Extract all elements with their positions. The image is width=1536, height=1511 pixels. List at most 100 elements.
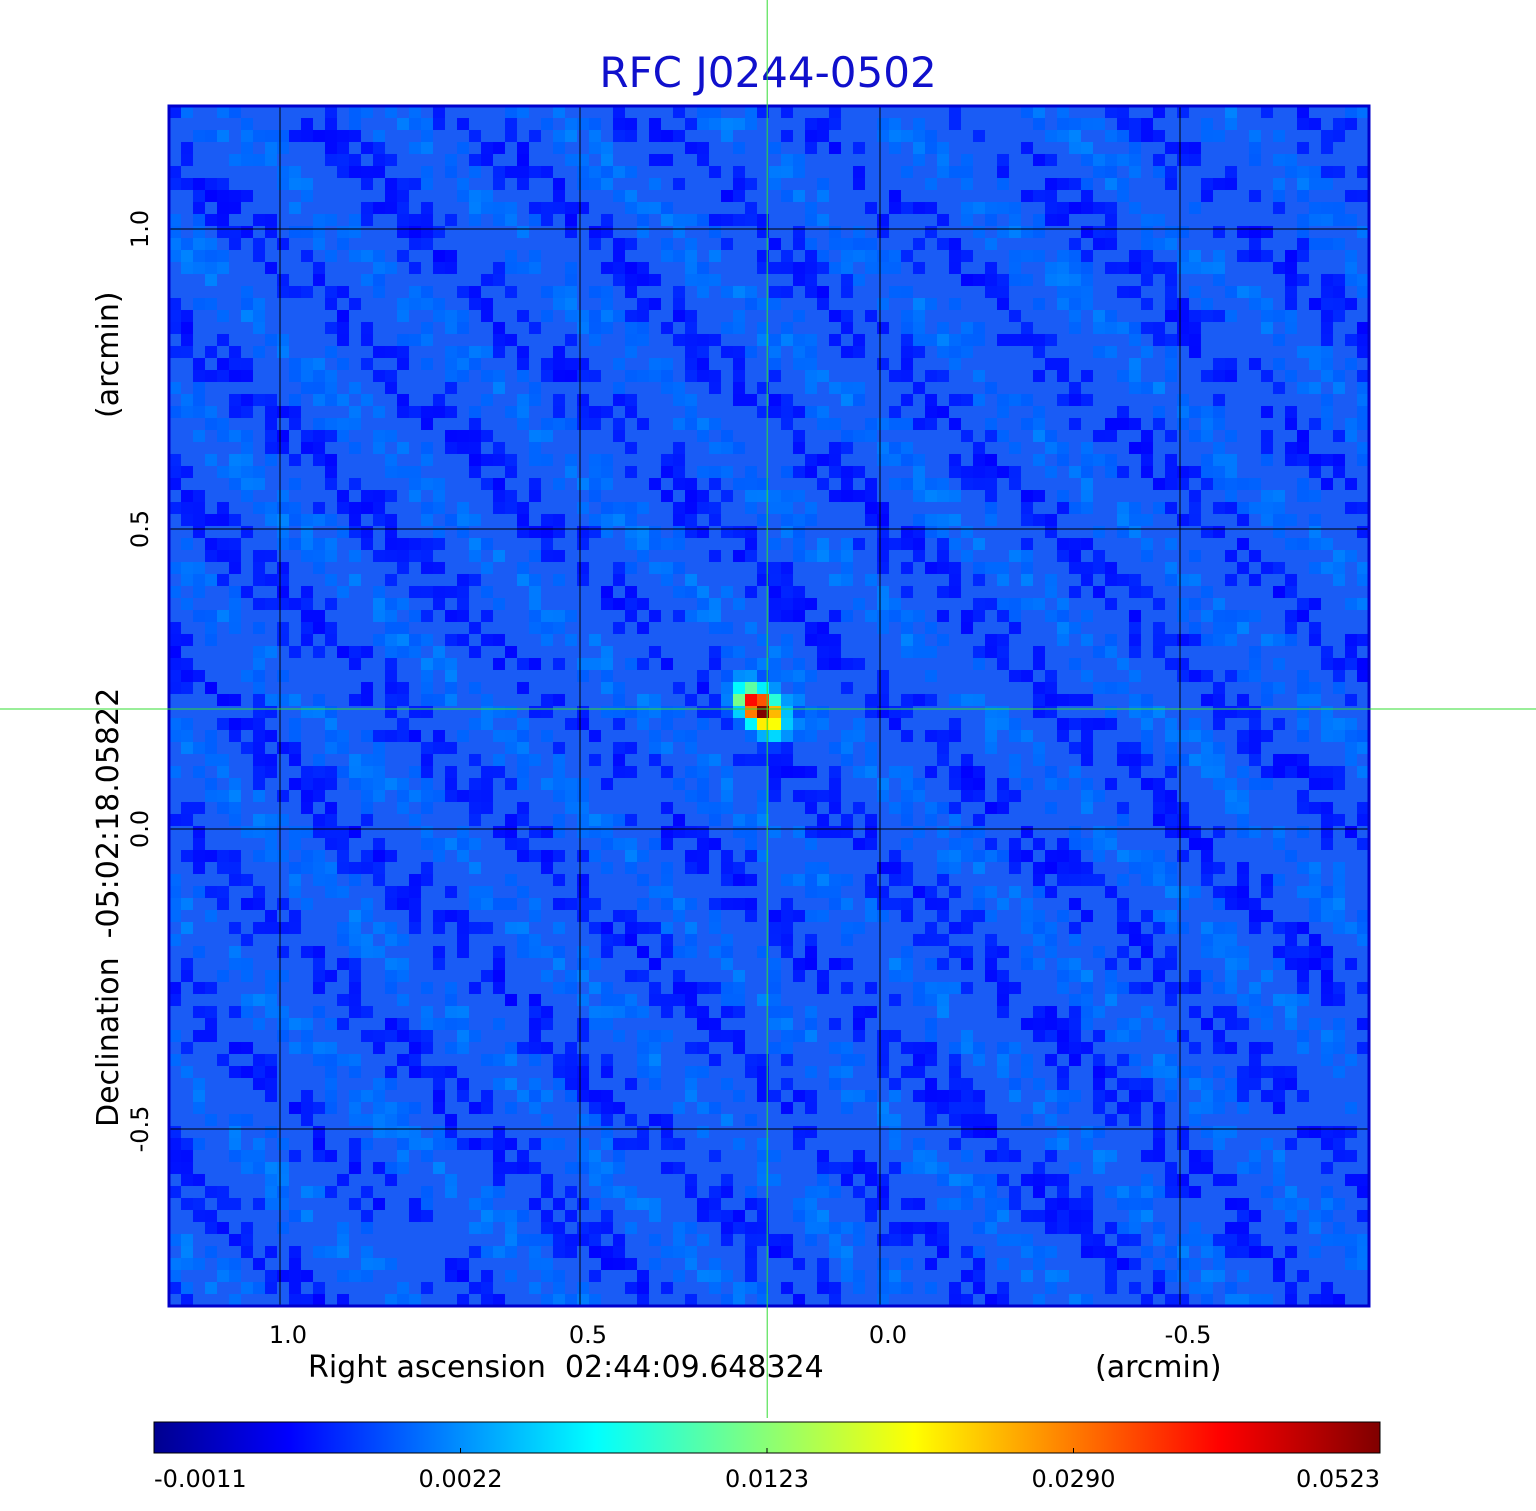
noise-pixel — [205, 262, 217, 274]
noise-pixel — [1177, 1174, 1189, 1186]
noise-pixel — [313, 706, 325, 718]
noise-pixel — [409, 922, 421, 934]
noise-pixel — [1357, 1042, 1369, 1054]
noise-pixel — [529, 826, 541, 838]
noise-pixel — [169, 1186, 181, 1198]
noise-pixel — [541, 634, 553, 646]
noise-pixel — [673, 478, 685, 490]
noise-pixel — [577, 790, 589, 802]
noise-pixel — [445, 250, 457, 262]
noise-pixel — [541, 778, 553, 790]
noise-pixel — [649, 370, 661, 382]
noise-pixel — [721, 130, 733, 142]
noise-pixel — [973, 1186, 985, 1198]
noise-pixel — [517, 742, 529, 754]
noise-pixel — [1177, 1030, 1189, 1042]
noise-pixel — [385, 514, 397, 526]
noise-pixel — [649, 838, 661, 850]
noise-pixel — [169, 622, 181, 634]
noise-pixel — [1273, 658, 1285, 670]
noise-pixel — [901, 874, 913, 886]
noise-pixel — [313, 514, 325, 526]
noise-pixel — [517, 946, 529, 958]
noise-pixel — [1309, 562, 1321, 574]
noise-pixel — [325, 970, 337, 982]
noise-pixel — [1057, 610, 1069, 622]
noise-pixel — [1189, 514, 1201, 526]
noise-pixel — [1345, 298, 1357, 310]
noise-pixel — [589, 1174, 601, 1186]
noise-pixel — [529, 586, 541, 598]
noise-pixel — [505, 334, 517, 346]
noise-pixel — [1201, 1294, 1213, 1306]
noise-pixel — [253, 886, 265, 898]
noise-pixel — [1165, 730, 1177, 742]
noise-pixel — [1045, 862, 1057, 874]
noise-pixel — [649, 1210, 661, 1222]
noise-pixel — [541, 1222, 553, 1234]
noise-pixel — [877, 1234, 889, 1246]
noise-pixel — [1117, 850, 1129, 862]
noise-pixel — [673, 1234, 685, 1246]
noise-pixel — [1189, 1042, 1201, 1054]
noise-pixel — [901, 562, 913, 574]
noise-pixel — [301, 526, 313, 538]
noise-pixel — [1177, 406, 1189, 418]
noise-pixel — [469, 202, 481, 214]
noise-pixel — [673, 310, 685, 322]
noise-pixel — [661, 1162, 673, 1174]
noise-pixel — [925, 1150, 937, 1162]
noise-pixel — [817, 658, 829, 670]
source-pixel — [781, 706, 793, 718]
noise-pixel — [805, 1222, 817, 1234]
noise-pixel — [601, 658, 613, 670]
noise-pixel — [565, 130, 577, 142]
noise-pixel — [1285, 1018, 1297, 1030]
noise-pixel — [961, 826, 973, 838]
noise-pixel — [265, 814, 277, 826]
noise-pixel — [1081, 1186, 1093, 1198]
noise-pixel — [493, 1126, 505, 1138]
noise-pixel — [589, 166, 601, 178]
noise-pixel — [1237, 670, 1249, 682]
noise-pixel — [1213, 922, 1225, 934]
noise-pixel — [685, 406, 697, 418]
noise-pixel — [913, 886, 925, 898]
noise-pixel — [277, 946, 289, 958]
noise-pixel — [517, 154, 529, 166]
noise-pixel — [829, 442, 841, 454]
noise-pixel — [181, 490, 193, 502]
noise-pixel — [1153, 874, 1165, 886]
noise-pixel — [1309, 874, 1321, 886]
noise-pixel — [1021, 562, 1033, 574]
noise-pixel — [1081, 562, 1093, 574]
noise-pixel — [529, 1282, 541, 1294]
noise-pixel — [817, 982, 829, 994]
noise-pixel — [1057, 1102, 1069, 1114]
noise-pixel — [373, 502, 385, 514]
noise-pixel — [1273, 178, 1285, 190]
noise-pixel — [397, 1054, 409, 1066]
noise-pixel — [541, 850, 553, 862]
noise-pixel — [397, 634, 409, 646]
noise-pixel — [661, 1030, 673, 1042]
noise-pixel — [1213, 610, 1225, 622]
noise-pixel — [481, 886, 493, 898]
noise-pixel — [841, 754, 853, 766]
noise-pixel — [289, 514, 301, 526]
noise-pixel — [193, 514, 205, 526]
noise-pixel — [433, 526, 445, 538]
noise-pixel — [601, 598, 613, 610]
noise-pixel — [1177, 850, 1189, 862]
noise-pixel — [421, 682, 433, 694]
noise-pixel — [385, 346, 397, 358]
noise-pixel — [901, 346, 913, 358]
noise-pixel — [241, 1222, 253, 1234]
noise-pixel — [553, 1234, 565, 1246]
noise-pixel — [973, 610, 985, 622]
noise-pixel — [1285, 154, 1297, 166]
noise-pixel — [1093, 1126, 1105, 1138]
noise-pixel — [349, 946, 361, 958]
noise-pixel — [1225, 178, 1237, 190]
noise-pixel — [1165, 142, 1177, 154]
